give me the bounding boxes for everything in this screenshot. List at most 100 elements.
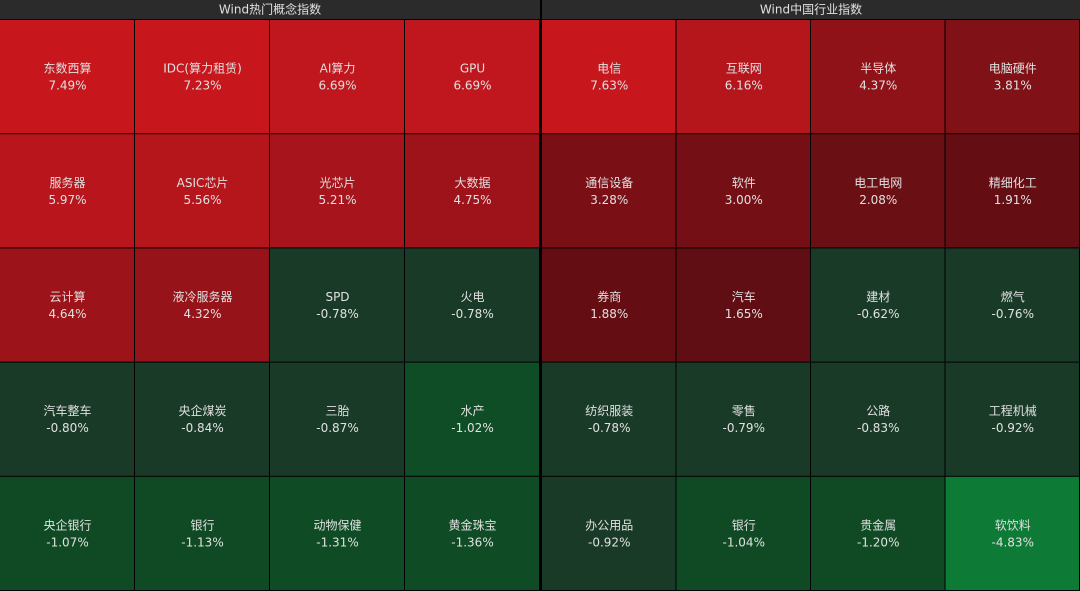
cell-name: 贵金属 [860,517,896,532]
cell-value: 5.97% [48,193,86,207]
cell-value: -4.83% [992,535,1034,549]
heat-cell [676,248,810,362]
cell-name: AI算力 [320,61,356,76]
cell-value: -0.92% [588,535,630,549]
cell-name: 半导体 [860,62,896,76]
cell-value: -0.76% [992,307,1034,321]
cell-name: 火电 [460,290,484,304]
heat-cell [135,20,269,134]
cell-value: -0.79% [723,421,765,435]
panel-header [542,0,1080,19]
heat-cell [135,134,269,248]
heat-cell [270,476,404,590]
heat-cell [542,476,676,590]
cell-value: -1.04% [723,535,765,549]
cell-value: -0.92% [992,421,1034,435]
cell-value: -0.78% [316,307,358,321]
cell-name: 互联网 [726,62,762,76]
cell-name: 券商 [597,289,621,304]
cell-name: 纺织服装 [585,404,633,418]
cell-value: 7.23% [183,79,221,93]
heat-cell [135,476,269,590]
heat-cell [945,134,1079,248]
heat-cell [945,248,1079,362]
heat-cell [945,476,1079,590]
cell-value: 5.56% [183,193,221,207]
panel-header [0,0,540,19]
cell-value: -1.02% [451,421,493,435]
heat-cell [945,20,1079,134]
cell-name: 软饮料 [995,518,1031,532]
cell-name: 动物保健 [313,518,361,532]
heat-cell [270,248,404,362]
panel-title: Wind中国行业指数 [760,2,862,17]
heat-cell [542,20,676,134]
cell-value: 1.91% [994,193,1032,207]
heat-cell [135,248,269,362]
heat-cell [405,134,539,248]
cell-name: 公路 [866,403,890,418]
heat-cell [542,248,676,362]
cell-name: 电工电网 [854,176,902,190]
cell-value: 5.21% [318,193,356,207]
cell-value: 6.16% [725,79,763,93]
heat-cell [676,362,810,476]
cell-name: 液冷服务器 [172,289,232,304]
heat-cell [0,248,134,362]
cell-value: 3.00% [725,193,763,207]
heat-cell [405,362,539,476]
cell-name: 光芯片 [319,176,355,190]
heat-cell [0,20,134,134]
cell-name: IDC(算力租赁) [163,61,242,76]
panel-title: Wind热门概念指数 [219,2,321,17]
heat-cell [0,476,134,590]
cell-value: 6.69% [453,79,491,93]
heat-cell [0,362,134,476]
cell-name: 服务器 [49,175,85,190]
heat-cell [135,362,269,476]
cell-name: 东数西算 [43,61,91,76]
cell-name: 软件 [732,176,756,190]
cell-value: 3.28% [590,193,628,207]
cell-value: -0.84% [181,421,223,435]
cell-value: 6.69% [318,79,356,93]
heat-cell [270,20,404,134]
cell-name: 大数据 [454,175,490,190]
cell-value: 4.32% [183,307,221,321]
cell-name: 建材 [866,290,890,304]
cell-name: 零售 [732,403,756,418]
heat-cell [542,134,676,248]
cell-name: 水产 [460,404,484,418]
cell-value: 3.81% [994,79,1032,93]
cell-name: SPD [325,290,349,304]
heat-cell [811,248,945,362]
cell-name: 三胎 [325,404,349,418]
cell-name: 电脑硬件 [989,62,1037,76]
cell-value: 4.75% [453,193,491,207]
cell-value: 4.37% [859,79,897,93]
cell-value: 2.08% [859,193,897,207]
cell-value: -1.13% [181,535,223,549]
cell-value: -0.62% [857,307,899,321]
cell-name: 汽车整车 [43,403,91,418]
heat-cell [405,248,539,362]
heat-cell [270,362,404,476]
cell-name: ASIC芯片 [177,176,229,190]
heat-cell [676,134,810,248]
cell-value: -1.31% [316,535,358,549]
heat-cell [811,362,945,476]
cell-name: 精细化工 [989,176,1037,190]
heat-cell [405,20,539,134]
heat-cell [0,134,134,248]
cell-name: 燃气 [1001,289,1025,304]
cell-value: -0.80% [46,421,88,435]
heat-cell [405,476,539,590]
heat-cell [542,362,676,476]
cell-value: -1.20% [857,535,899,549]
cell-name: GPU [460,62,485,76]
heat-cell [811,20,945,134]
cell-name: 电信 [597,62,621,76]
cell-name: 黄金珠宝 [448,517,496,532]
heat-cell [945,362,1079,476]
cell-value: 7.49% [48,79,86,93]
